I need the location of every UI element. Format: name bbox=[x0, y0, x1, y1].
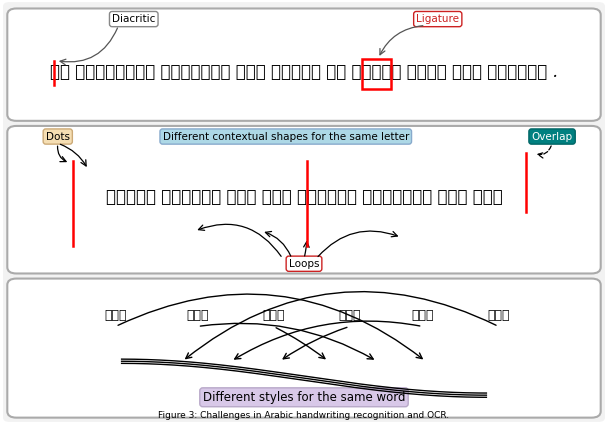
Text: Figure 3: Challenges in Arabic handwriting recognition and OCR.: Figure 3: Challenges in Arabic handwriti… bbox=[159, 411, 449, 420]
Text: Dots: Dots bbox=[46, 131, 70, 142]
Text: Diacritic: Diacritic bbox=[112, 14, 156, 24]
Text: سحر: سحر bbox=[104, 310, 127, 322]
Text: سحر: سحر bbox=[487, 310, 510, 322]
FancyBboxPatch shape bbox=[7, 279, 601, 418]
Text: Ligature: Ligature bbox=[416, 14, 459, 24]
Text: سحر: سحر bbox=[338, 310, 361, 322]
FancyBboxPatch shape bbox=[7, 8, 601, 121]
Text: Loops: Loops bbox=[289, 259, 319, 269]
Bar bbox=[362, 59, 391, 89]
Text: وفقيم معناها كما ران الدضوض للقروأة ألم تكن: وفقيم معناها كما ران الدضوض للقروأة ألم … bbox=[106, 189, 502, 206]
Text: Different contextual shapes for the same letter: Different contextual shapes for the same… bbox=[162, 131, 409, 142]
FancyBboxPatch shape bbox=[7, 126, 601, 273]
FancyBboxPatch shape bbox=[3, 2, 605, 422]
Text: سحر: سحر bbox=[186, 310, 209, 322]
Text: تا تُدرِهنة الأبنية على الوسط أو الجسم الذي كان قريباً .: تا تُدرِهنة الأبنية على الوسط أو الجسم ا… bbox=[50, 64, 558, 81]
Text: سحر: سحر bbox=[262, 310, 285, 322]
Text: Different styles for the same word: Different styles for the same word bbox=[202, 391, 406, 404]
Text: Overlap: Overlap bbox=[531, 131, 573, 142]
Text: سحر: سحر bbox=[411, 310, 434, 322]
